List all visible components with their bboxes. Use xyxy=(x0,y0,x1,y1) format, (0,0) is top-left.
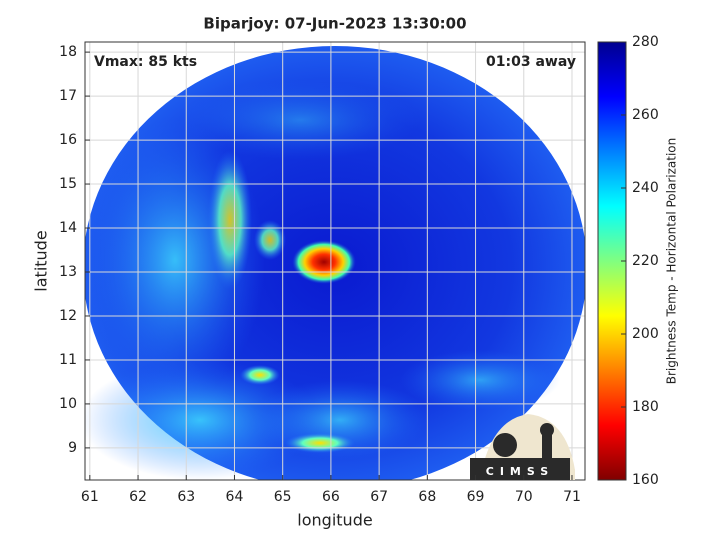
annotation: 01:03 away xyxy=(486,54,576,70)
x-tick-label: 65 xyxy=(274,489,292,505)
x-axis-label: longitude xyxy=(297,511,372,530)
x-tick-label: 66 xyxy=(322,489,340,505)
colorbar-tick-label: 260 xyxy=(632,107,659,123)
y-axis-label: latitude xyxy=(32,230,51,291)
colorbar-tick-label: 220 xyxy=(632,253,659,269)
logo: CIMSS xyxy=(470,414,575,480)
logo-text: CIMSS xyxy=(486,465,554,478)
plot-frame xyxy=(84,41,586,481)
y-tick-label: 11 xyxy=(59,352,77,368)
y-tick-label: 17 xyxy=(59,88,77,104)
x-tick-label: 64 xyxy=(226,489,244,505)
y-tick-label: 15 xyxy=(59,176,77,192)
colorbar-label: Brightness Temp - Horizontal Polarizatio… xyxy=(665,138,679,385)
y-tick-label: 16 xyxy=(59,132,77,148)
x-tick-label: 68 xyxy=(418,489,436,505)
x-tick-label: 61 xyxy=(81,489,99,505)
y-tick-label: 13 xyxy=(59,264,77,280)
x-tick-label: 62 xyxy=(129,489,147,505)
x-tick-label: 71 xyxy=(563,489,581,505)
annotation: Vmax: 85 kts xyxy=(94,54,197,70)
chart-title: Biparjoy: 07-Jun-2023 13:30:00 xyxy=(203,15,466,33)
y-tick-label: 14 xyxy=(59,220,77,236)
colorbar-tick-label: 180 xyxy=(632,399,659,415)
x-tick-label: 70 xyxy=(515,489,533,505)
x-tick-label: 67 xyxy=(370,489,388,505)
colorbar-tick-label: 200 xyxy=(632,326,659,342)
y-tick-label: 9 xyxy=(68,440,77,456)
colorbar-tick-label: 160 xyxy=(632,472,659,488)
y-tick-label: 12 xyxy=(59,308,77,324)
colorbar-tick-label: 240 xyxy=(632,180,659,196)
x-tick-label: 69 xyxy=(467,489,485,505)
colorbar-tick-label: 280 xyxy=(632,34,659,50)
x-tick-label: 63 xyxy=(177,489,195,505)
y-tick-label: 18 xyxy=(59,44,77,60)
y-tick-label: 10 xyxy=(59,396,77,412)
